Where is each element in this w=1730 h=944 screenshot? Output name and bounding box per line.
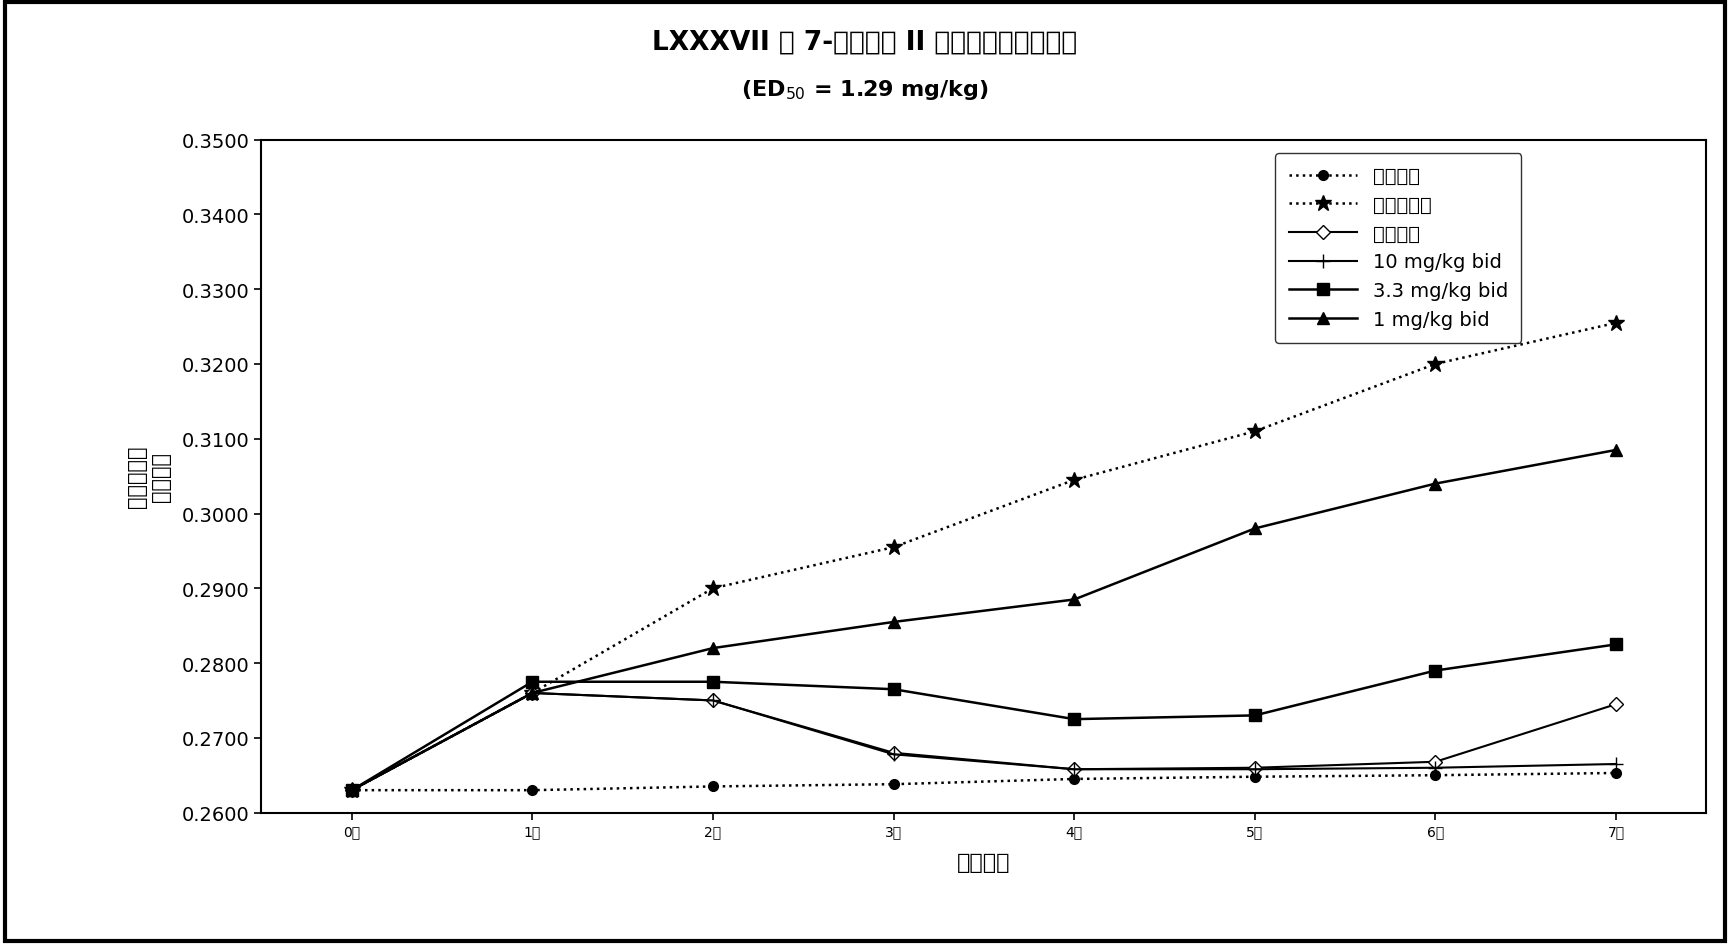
Legend: 正常对照, 关节炎对照, 地塞米松, 10 mg/kg bid, 3.3 mg/kg bid, 1 mg/kg bid: 正常对照, 关节炎对照, 地塞米松, 10 mg/kg bid, 3.3 mg/… [1275, 154, 1521, 344]
地塞米松 [1605, 699, 1626, 710]
正常对照 [1605, 767, 1626, 779]
10 mg/kg bid [1605, 759, 1626, 770]
Line: 关节炎对照: 关节炎对照 [344, 315, 1624, 799]
正常对照 [341, 784, 362, 796]
地塞米松 [1244, 762, 1265, 773]
正常对照 [884, 779, 905, 790]
3.3 mg/kg bid [341, 784, 362, 796]
关节炎对照 [522, 687, 543, 699]
Line: 10 mg/kg bid: 10 mg/kg bid [344, 686, 1623, 798]
3.3 mg/kg bid [522, 676, 543, 687]
3.3 mg/kg bid [1426, 666, 1446, 677]
3.3 mg/kg bid [1064, 714, 1085, 725]
正常对照 [522, 784, 543, 796]
10 mg/kg bid [1244, 764, 1265, 775]
10 mg/kg bid [1064, 764, 1085, 775]
地塞米松 [702, 695, 723, 706]
1 mg/kg bid [1426, 479, 1446, 490]
地塞米松 [341, 784, 362, 796]
关节炎对照 [1605, 318, 1626, 329]
地塞米松 [1064, 764, 1085, 775]
关节炎对照 [1244, 426, 1265, 437]
关节炎对照 [1426, 359, 1446, 370]
关节炎对照 [702, 583, 723, 595]
关节炎对照 [884, 542, 905, 553]
关节炎对照 [341, 784, 362, 796]
X-axis label: 治疗天数: 治疗天数 [957, 852, 1010, 872]
3.3 mg/kg bid [884, 683, 905, 695]
地塞米松 [1426, 756, 1446, 767]
1 mg/kg bid [884, 616, 905, 628]
1 mg/kg bid [522, 687, 543, 699]
10 mg/kg bid [884, 749, 905, 760]
Line: 3.3 mg/kg bid: 3.3 mg/kg bid [346, 638, 1623, 797]
10 mg/kg bid [341, 784, 362, 796]
10 mg/kg bid [522, 687, 543, 699]
1 mg/kg bid [1064, 594, 1085, 605]
1 mg/kg bid [1605, 445, 1626, 456]
正常对照 [1064, 773, 1085, 784]
Text: (ED$_{50}$ = 1.29 mg/kg): (ED$_{50}$ = 1.29 mg/kg) [740, 77, 990, 102]
Y-axis label: 平均蹏直径
（英寸）: 平均蹏直径 （英寸） [128, 446, 171, 508]
Text: LXXXVII 对 7-天建立的 II 型胶原关节炎的作用: LXXXVII 对 7-天建立的 II 型胶原关节炎的作用 [652, 29, 1078, 56]
正常对照 [702, 781, 723, 792]
正常对照 [1244, 771, 1265, 783]
地塞米松 [884, 748, 905, 759]
1 mg/kg bid [702, 643, 723, 654]
Line: 1 mg/kg bid: 1 mg/kg bid [346, 445, 1623, 797]
10 mg/kg bid [1426, 762, 1446, 773]
关节炎对照 [1064, 475, 1085, 486]
3.3 mg/kg bid [1244, 710, 1265, 721]
10 mg/kg bid [702, 695, 723, 706]
正常对照 [1426, 769, 1446, 781]
3.3 mg/kg bid [702, 676, 723, 687]
Line: 地塞米松: 地塞米松 [348, 688, 1621, 795]
1 mg/kg bid [341, 784, 362, 796]
1 mg/kg bid [1244, 523, 1265, 534]
地塞米松 [522, 687, 543, 699]
3.3 mg/kg bid [1605, 639, 1626, 650]
Line: 正常对照: 正常对照 [348, 768, 1621, 795]
